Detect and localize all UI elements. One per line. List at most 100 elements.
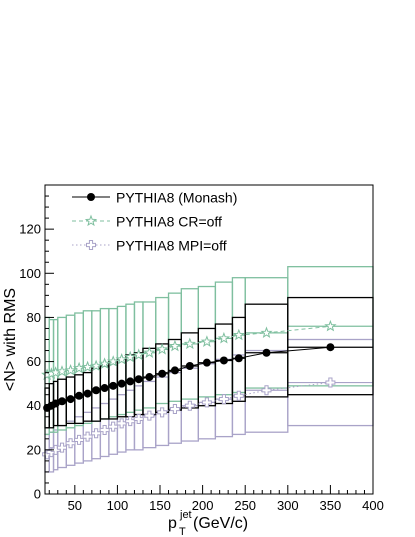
- x-axis-label: p: [168, 515, 177, 532]
- data-point: [133, 413, 144, 424]
- data-point: [115, 352, 128, 365]
- data-point: [218, 394, 229, 405]
- y-tick-label: 40: [27, 398, 41, 413]
- data-point: [143, 346, 156, 358]
- data-point: [324, 319, 337, 332]
- data-point: [202, 358, 211, 367]
- data-point: [116, 418, 127, 429]
- rms-box: [125, 354, 136, 418]
- y-tick-label: 120: [19, 222, 41, 237]
- x-tick-label: 250: [234, 498, 256, 513]
- legend-entry: PYTHIA8 MPI=off: [72, 238, 227, 254]
- x-tick-label: 350: [320, 498, 342, 513]
- data-point: [217, 331, 231, 344]
- data-point: [92, 386, 101, 395]
- data-point: [58, 397, 67, 406]
- legend: PYTHIA8 (Monash) PYTHIA8 CR=off PYTHIA8 MP…: [72, 190, 237, 254]
- x-axis-label-superscript: jet: [179, 509, 192, 521]
- x-axis-label-subscript: T: [179, 526, 186, 537]
- y-tick-label: 0: [34, 487, 41, 502]
- data-point: [233, 390, 244, 401]
- data-point: [108, 421, 119, 432]
- legend-label: PYTHIA8 MPI=off: [116, 238, 227, 254]
- legend-label: PYTHIA8 CR=off: [116, 214, 222, 230]
- data-point: [261, 385, 272, 396]
- data-point: [117, 379, 126, 388]
- series-markers: [41, 319, 337, 460]
- rms-box: [91, 367, 102, 422]
- rms-box: [167, 338, 182, 411]
- rms-box: [133, 352, 144, 416]
- x-tick-label: 150: [149, 498, 171, 513]
- data-point: [262, 348, 271, 357]
- data-point: [185, 361, 194, 370]
- data-point: [72, 361, 86, 374]
- legend-entry: PYTHIA8 (Monash): [72, 190, 237, 206]
- x-tick-label: 200: [192, 498, 214, 513]
- data-point: [169, 404, 180, 415]
- data-point: [170, 366, 179, 375]
- x-tick-label: 100: [107, 498, 129, 513]
- data-point: [326, 343, 335, 352]
- rms-box: [99, 365, 110, 420]
- data-point: [219, 356, 228, 365]
- data-point: [145, 373, 154, 382]
- data-point: [91, 428, 102, 439]
- data-point: [83, 389, 92, 398]
- data-point: [55, 365, 69, 377]
- data-point: [158, 369, 167, 378]
- data-point: [168, 339, 182, 352]
- data-point: [98, 357, 111, 369]
- data-point: [109, 381, 118, 390]
- data-point: [260, 326, 273, 339]
- data-point: [183, 337, 196, 350]
- data-point: [201, 397, 212, 408]
- data-point: [57, 442, 68, 453]
- rms-box: [116, 358, 127, 418]
- data-point: [184, 400, 195, 411]
- x-tick-label: 300: [277, 498, 299, 513]
- x-axis-label-symbol: p: [168, 515, 177, 532]
- data-point: [124, 350, 137, 363]
- x-tick-label: 50: [68, 498, 82, 513]
- x-axis-label-unit: (GeV/c): [193, 515, 248, 532]
- series-line: [46, 346, 331, 409]
- data-point: [232, 328, 245, 341]
- legend-marker: [87, 193, 95, 201]
- y-axis-label: <N> with RMS: [2, 288, 19, 391]
- legend-marker: [86, 240, 96, 250]
- data-point: [125, 416, 136, 427]
- data-point: [107, 355, 120, 367]
- data-point: [82, 431, 93, 442]
- data-point: [234, 354, 243, 363]
- data-point: [81, 360, 94, 373]
- x-tick-label: 400: [362, 498, 384, 513]
- data-point: [200, 335, 213, 347]
- rms-box: [108, 360, 119, 420]
- data-point: [157, 407, 168, 418]
- data-point: [100, 384, 109, 393]
- data-point: [75, 391, 84, 400]
- rms-box: [155, 343, 170, 413]
- legend-entry: PYTHIA8 CR=off: [72, 214, 222, 230]
- data-point: [156, 342, 169, 355]
- data-point: [126, 377, 135, 386]
- legend-label: PYTHIA8 (Monash): [116, 190, 237, 206]
- y-tick-label: 60: [27, 354, 41, 369]
- data-point: [90, 359, 103, 372]
- y-tick-label: 100: [19, 266, 41, 281]
- y-tick-label: 80: [27, 310, 41, 325]
- data-point: [132, 348, 145, 361]
- data-point: [65, 438, 76, 449]
- legend-marker: [84, 214, 98, 227]
- data-point: [325, 377, 336, 388]
- data-point: [66, 395, 75, 404]
- data-point: [99, 424, 110, 435]
- y-tick-label: 20: [27, 442, 41, 457]
- data-point: [134, 375, 143, 384]
- data-point: [144, 410, 155, 421]
- data-point: [64, 363, 77, 376]
- data-point: [74, 434, 85, 445]
- axes: 50 100 150 200 250 300 350 400 0 20 40 60 80 100 120: [19, 195, 384, 513]
